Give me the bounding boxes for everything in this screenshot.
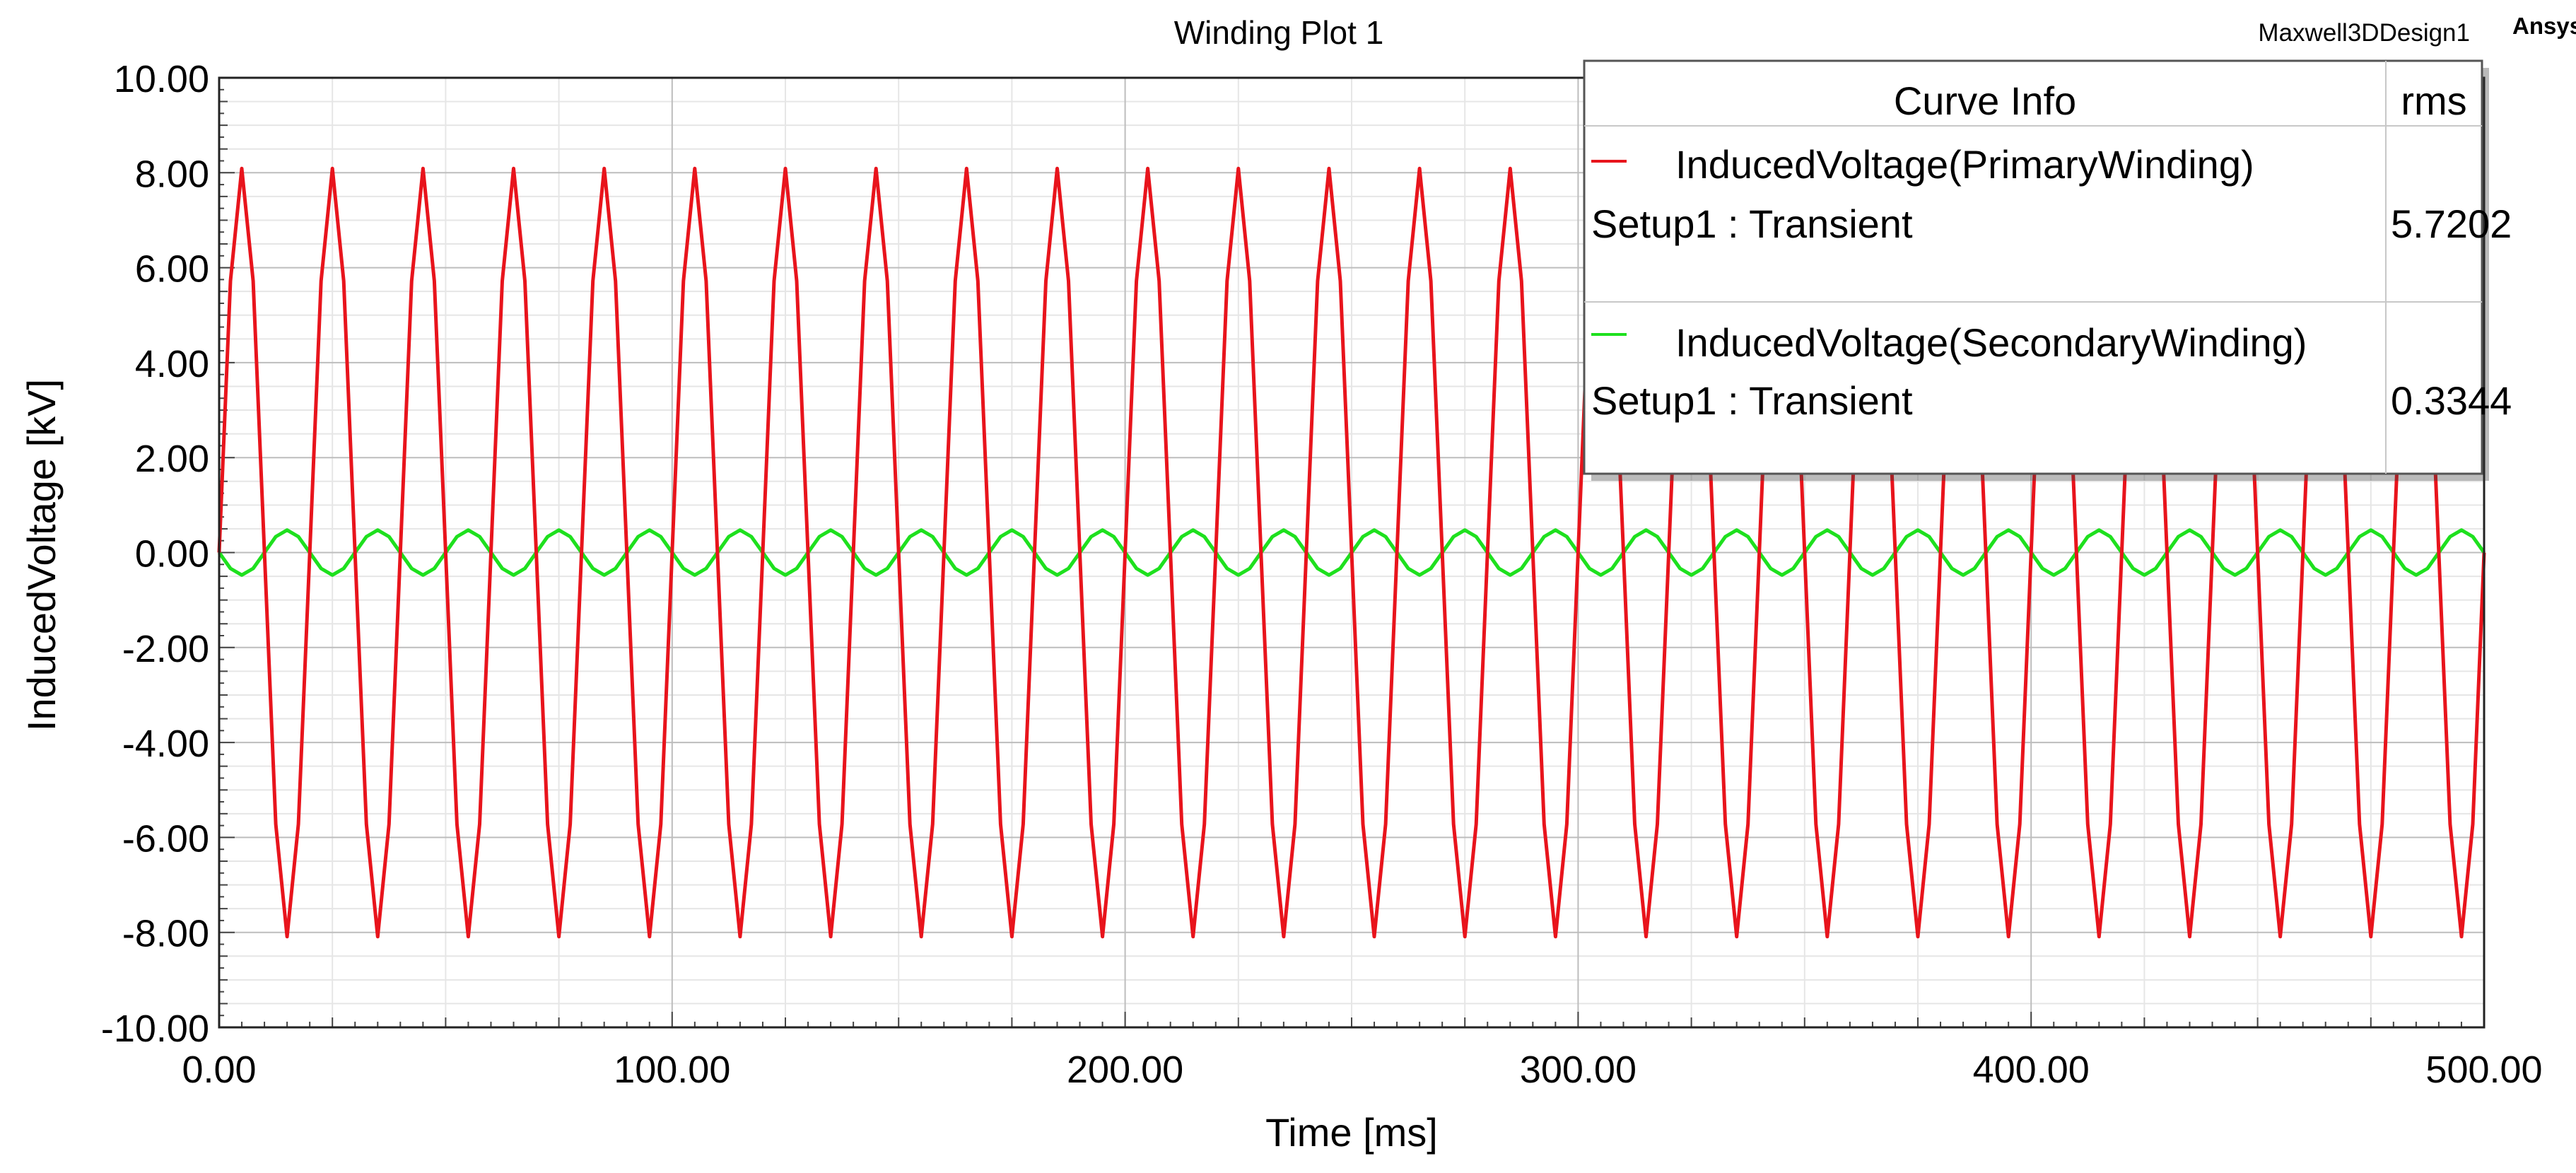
x-tick-label: 500.00 — [2425, 1049, 2542, 1091]
plot-area-frame — [218, 76, 2486, 1029]
y-tick-label: 0.00 — [135, 533, 209, 576]
legend-entry-setup: Setup1 : Transient — [1591, 202, 1913, 246]
y-axis-label: InducedVoltage [kV] — [19, 379, 64, 731]
y-tick-label: 2.00 — [135, 438, 209, 480]
legend-header-label: Curve Info — [1894, 78, 2076, 123]
x-tick-label: 100.00 — [614, 1049, 730, 1091]
legend-entry-rms: 5.7202 — [2391, 202, 2512, 246]
brand-logo-text: Ansys — [2512, 13, 2576, 39]
x-tick-label: 300.00 — [1520, 1049, 1637, 1091]
x-tick-label: 200.00 — [1067, 1049, 1183, 1091]
plot-title: Winding Plot 1 — [1174, 14, 1384, 51]
legend-entry-primary[interactable]: InducedVoltage(PrimaryWinding) Setup1 : … — [1591, 142, 2512, 246]
legend[interactable]: Curve Info rms InducedVoltage(PrimaryWin… — [1583, 59, 2512, 481]
series-layer — [217, 166, 2486, 939]
design-name: Maxwell3DDesign1 — [2258, 19, 2470, 47]
y-tick-label: 4.00 — [135, 343, 209, 385]
legend-header-stat: rms — [2401, 78, 2466, 123]
x-tick-label: 400.00 — [1973, 1049, 2090, 1091]
series-line-primary-winding — [217, 166, 2486, 939]
y-tick-label: -4.00 — [122, 723, 209, 765]
y-tick-label: -8.00 — [122, 913, 209, 955]
x-tick-label: 0.00 — [182, 1049, 256, 1091]
y-tick-label: 6.00 — [135, 248, 209, 291]
legend-entry-secondary[interactable]: InducedVoltage(SecondaryWinding) Setup1 … — [1591, 320, 2512, 423]
legend-entry-name: InducedVoltage(PrimaryWinding) — [1675, 142, 2254, 187]
legend-entry-setup: Setup1 : Transient — [1591, 378, 1913, 423]
legend-box — [1583, 59, 2483, 475]
x-axis-label: Time [ms] — [1265, 1110, 1438, 1155]
y-tick-label: -2.00 — [122, 628, 209, 670]
y-tick-label: -10.00 — [101, 1008, 209, 1050]
y-tick-label: 10.00 — [114, 58, 209, 100]
legend-entry-rms: 0.3344 — [2391, 378, 2512, 423]
y-tick-label: 8.00 — [135, 153, 209, 195]
y-tick-label: -6.00 — [122, 817, 209, 860]
x-tick-labels: 0.00 100.00 200.00 300.00 400.00 500.00 — [182, 1049, 2542, 1091]
legend-entry-name: InducedVoltage(SecondaryWinding) — [1675, 320, 2307, 365]
y-tick-labels: 10.00 8.00 6.00 4.00 2.00 0.00 -2.00 -4.00 -6.00… — [101, 58, 209, 1050]
